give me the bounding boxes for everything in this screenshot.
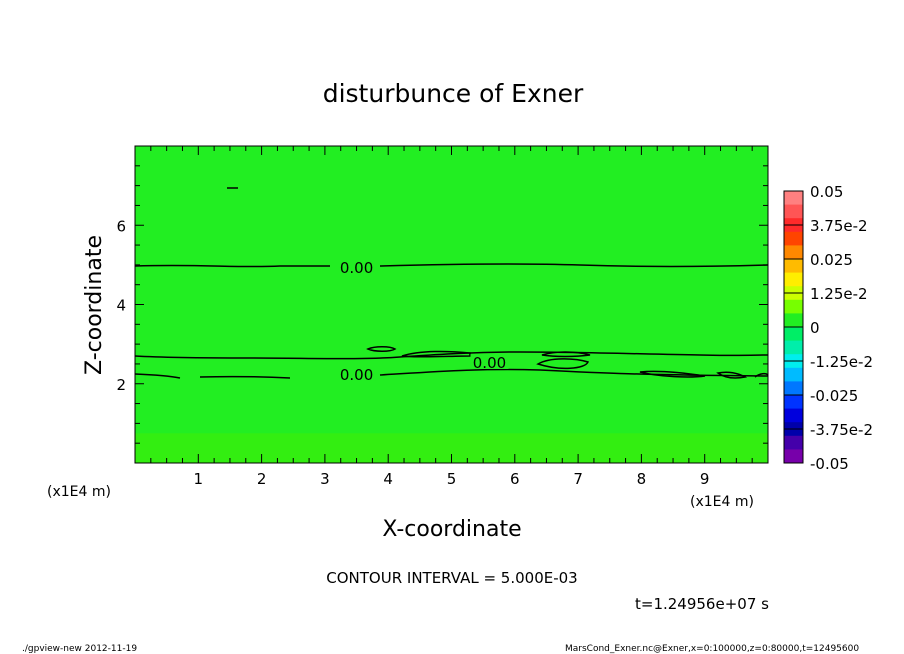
contour-loop-6 <box>716 371 748 379</box>
contour-label: 0.00 <box>473 354 506 372</box>
x-tick-label: 6 <box>510 470 520 488</box>
colorbar-label: 3.75e-2 <box>810 217 868 235</box>
colorbar-segment <box>784 299 803 314</box>
y-tick-label: 6 <box>116 217 126 235</box>
x-unit-left: (x1E4 m) <box>47 484 111 500</box>
x-tick-label: 2 <box>257 470 267 488</box>
contour-loop-4 <box>541 351 591 358</box>
contour-interval-note: CONTOUR INTERVAL = 5.000E-03 <box>326 569 577 587</box>
contour-lines <box>134 187 769 379</box>
colorbar-label: 0.05 <box>810 183 843 201</box>
footer-right: MarsCond_Exner.nc@Exner,x=0:100000,z=0:8… <box>565 644 859 654</box>
colorbar-segment <box>784 245 803 260</box>
x-tick-label: 4 <box>383 470 393 488</box>
contour-label-bg <box>337 365 376 381</box>
x-tick-label: 9 <box>700 470 710 488</box>
contour-loop-2 <box>401 350 471 358</box>
colorbar-label: 0 <box>810 319 820 337</box>
colorbar-label: 1.25e-2 <box>810 285 868 303</box>
y-tick-label: 4 <box>116 297 126 315</box>
colorbar-segment <box>784 435 803 450</box>
contour-label: 0.00 <box>340 259 373 277</box>
chart-title: disturbunce of Exner <box>323 79 584 108</box>
contour-line-upper <box>134 263 769 268</box>
colorbar-segment <box>784 231 803 246</box>
colorbar-label: -0.025 <box>810 387 858 405</box>
colorbar-segment <box>784 313 803 328</box>
y-axis-label: Z-coordinate <box>82 235 107 375</box>
x-axis-label: X-coordinate <box>382 517 521 542</box>
colorbar-segment <box>784 204 803 219</box>
colorbar-label: 0.025 <box>810 251 853 269</box>
colorbar-segment <box>784 272 803 287</box>
x-tick-label: 1 <box>194 470 204 488</box>
colorbar-segment <box>784 259 803 274</box>
contour-label-bg <box>337 258 376 274</box>
contour-loop-5 <box>639 370 706 378</box>
contour-label: 0.00 <box>340 366 373 384</box>
colorbar-segment <box>784 367 803 382</box>
contour-line-middle <box>134 351 769 360</box>
colorbar-segment <box>784 191 803 206</box>
time-label: t=1.24956e+07 s <box>635 595 769 613</box>
contour-loop-3 <box>536 358 590 370</box>
x-tick-label: 3 <box>320 470 330 488</box>
y-tick-label: 2 <box>116 376 126 394</box>
colorbar-label: -3.75e-2 <box>810 421 873 439</box>
x-unit-right: (x1E4 m) <box>690 494 754 510</box>
colorbar-segment <box>784 408 803 423</box>
x-tick-label: 8 <box>637 470 647 488</box>
colorbar-segment <box>784 381 803 396</box>
x-tick-label: 5 <box>447 470 457 488</box>
colorbar-segment <box>784 449 803 464</box>
contour-loop-7 <box>754 372 769 378</box>
contour-line-lower <box>134 368 769 379</box>
contour-label-bg <box>470 353 509 369</box>
colorbar-segment <box>784 327 803 342</box>
colorbar-segment <box>784 340 803 355</box>
colorbar-label: -1.25e-2 <box>810 353 873 371</box>
footer-left: ./gpview-new 2012-11-19 <box>22 644 137 654</box>
x-tick-label: 7 <box>573 470 583 488</box>
colorbar-label: -0.05 <box>810 455 849 473</box>
colorbar-segment <box>784 395 803 410</box>
plot-field <box>135 146 768 463</box>
contour-loop-1 <box>366 346 397 352</box>
